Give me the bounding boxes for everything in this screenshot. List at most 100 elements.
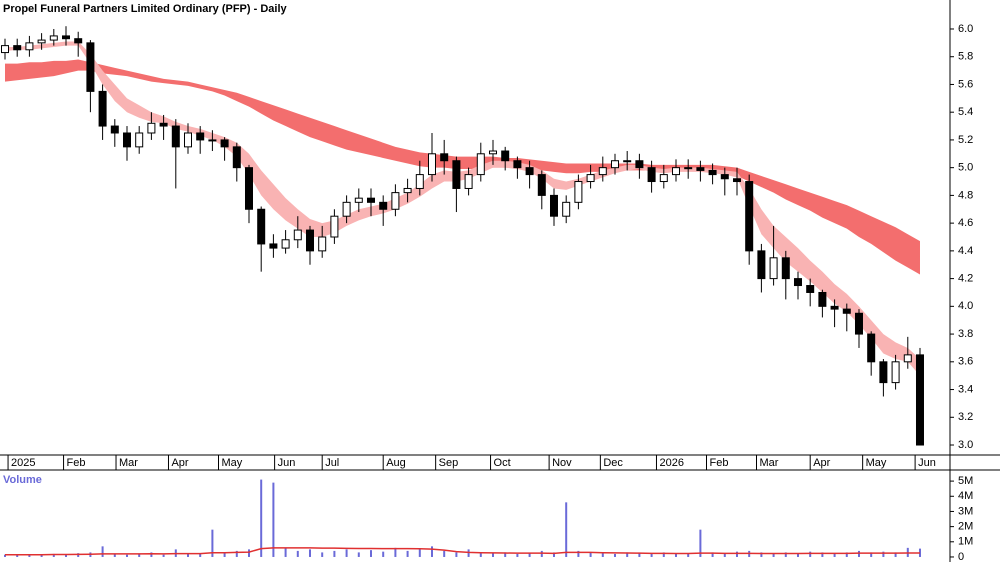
volume-bar <box>65 554 68 557</box>
volume-bar <box>638 553 641 557</box>
x-tick-label: Dec <box>603 457 623 469</box>
volume-bar <box>723 553 726 557</box>
candle-body <box>586 174 595 183</box>
candle-body <box>330 215 339 238</box>
y-tick-label: 4.6 <box>958 217 973 229</box>
candle-body <box>415 174 424 189</box>
x-tick-label: Nov <box>552 457 572 469</box>
volume-bar <box>662 552 665 557</box>
candle-body <box>1 45 10 54</box>
candle-body <box>696 167 705 171</box>
candle-body <box>891 361 900 384</box>
y-tick-label: 5.0 <box>958 162 973 174</box>
y-tick-label: 5.4 <box>958 106 973 118</box>
volume-bar <box>882 551 885 557</box>
candle-body <box>830 305 839 310</box>
volume-bar <box>796 553 799 557</box>
ribbon <box>5 59 920 275</box>
y-tick-label: 1M <box>958 536 973 548</box>
candle-body <box>610 160 619 169</box>
volume-bar <box>455 552 458 557</box>
volume-bar <box>626 552 629 557</box>
chart-title: Propel Funeral Partners Limited Ordinary… <box>3 3 288 15</box>
volume-bar <box>333 550 336 557</box>
candle-body <box>562 201 571 217</box>
candle-body <box>293 229 302 241</box>
volume-bar <box>199 553 202 557</box>
volume-bar <box>260 479 263 557</box>
volume-bar <box>601 553 604 557</box>
volume-bar <box>4 554 7 557</box>
candle-body <box>183 132 192 148</box>
volume-bar <box>369 550 372 557</box>
candle-body <box>244 167 253 210</box>
volume-bar <box>272 482 275 557</box>
volume-bar <box>113 553 116 557</box>
volume-bar <box>528 553 531 557</box>
candle-body <box>232 146 241 169</box>
candle-body <box>269 243 278 249</box>
candle-body <box>476 153 485 176</box>
candle-body <box>440 153 449 162</box>
volume-title: Volume <box>3 474 42 486</box>
volume-bar <box>52 553 55 557</box>
candle-body <box>537 174 546 196</box>
volume-bar <box>382 551 385 557</box>
candle-body <box>208 139 217 142</box>
x-tick-label: Mar <box>760 457 779 469</box>
y-tick-label: 4M <box>958 490 973 502</box>
volume-bar <box>321 552 324 557</box>
y-tick-label: 6.0 <box>958 23 973 35</box>
candle-body <box>915 354 924 446</box>
candle-body <box>86 42 95 92</box>
y-tick-label: 0 <box>958 551 964 562</box>
volume-bar <box>40 555 43 557</box>
x-tick-label: May <box>221 457 242 469</box>
volume-bar <box>784 552 787 557</box>
candle-body <box>781 257 790 280</box>
volume-bar <box>467 549 470 557</box>
y-tick-label: 3.2 <box>958 411 973 423</box>
candle-body <box>74 38 83 44</box>
candle-body <box>501 150 510 162</box>
volume-bar <box>406 550 409 557</box>
volume-bar <box>565 502 568 557</box>
volume-bar <box>857 550 860 557</box>
volume-bar <box>674 553 677 557</box>
candle-body <box>159 122 168 127</box>
candle-body <box>842 308 851 314</box>
candle-body <box>427 153 436 176</box>
y-tick-label: 2M <box>958 521 973 533</box>
x-tick-label: 2026 <box>659 457 683 469</box>
volume-bar <box>540 550 543 557</box>
volume-bar <box>577 550 580 557</box>
y-tick-label: 4.4 <box>958 245 973 257</box>
volume-bar <box>28 554 31 557</box>
candle-body <box>13 45 22 51</box>
y-tick-label: 3.6 <box>958 356 973 368</box>
x-tick-label: Apr <box>171 457 188 469</box>
candle-body <box>135 132 144 148</box>
candle-body <box>635 160 644 169</box>
candle-body <box>25 42 34 51</box>
volume-bar <box>772 553 775 557</box>
x-tick-label: Jul <box>325 457 339 469</box>
candle-body <box>732 178 741 183</box>
y-tick-label: 5M <box>958 475 973 487</box>
candle-body <box>818 291 827 307</box>
y-tick-label: 5.6 <box>958 78 973 90</box>
volume-bar <box>491 553 494 557</box>
volume-bar <box>150 552 153 557</box>
candle-body <box>806 285 815 293</box>
x-tick-label: May <box>866 457 887 469</box>
volume-bar <box>418 549 421 557</box>
candle-body <box>525 167 534 176</box>
candle-body <box>671 167 680 176</box>
x-tick-label: 2025 <box>11 457 35 469</box>
candle-body <box>488 150 497 155</box>
candle-body <box>366 197 375 203</box>
candle-body <box>854 312 863 335</box>
volume-bar <box>870 552 873 557</box>
volume-bar <box>699 529 702 557</box>
candle-body <box>62 35 71 40</box>
